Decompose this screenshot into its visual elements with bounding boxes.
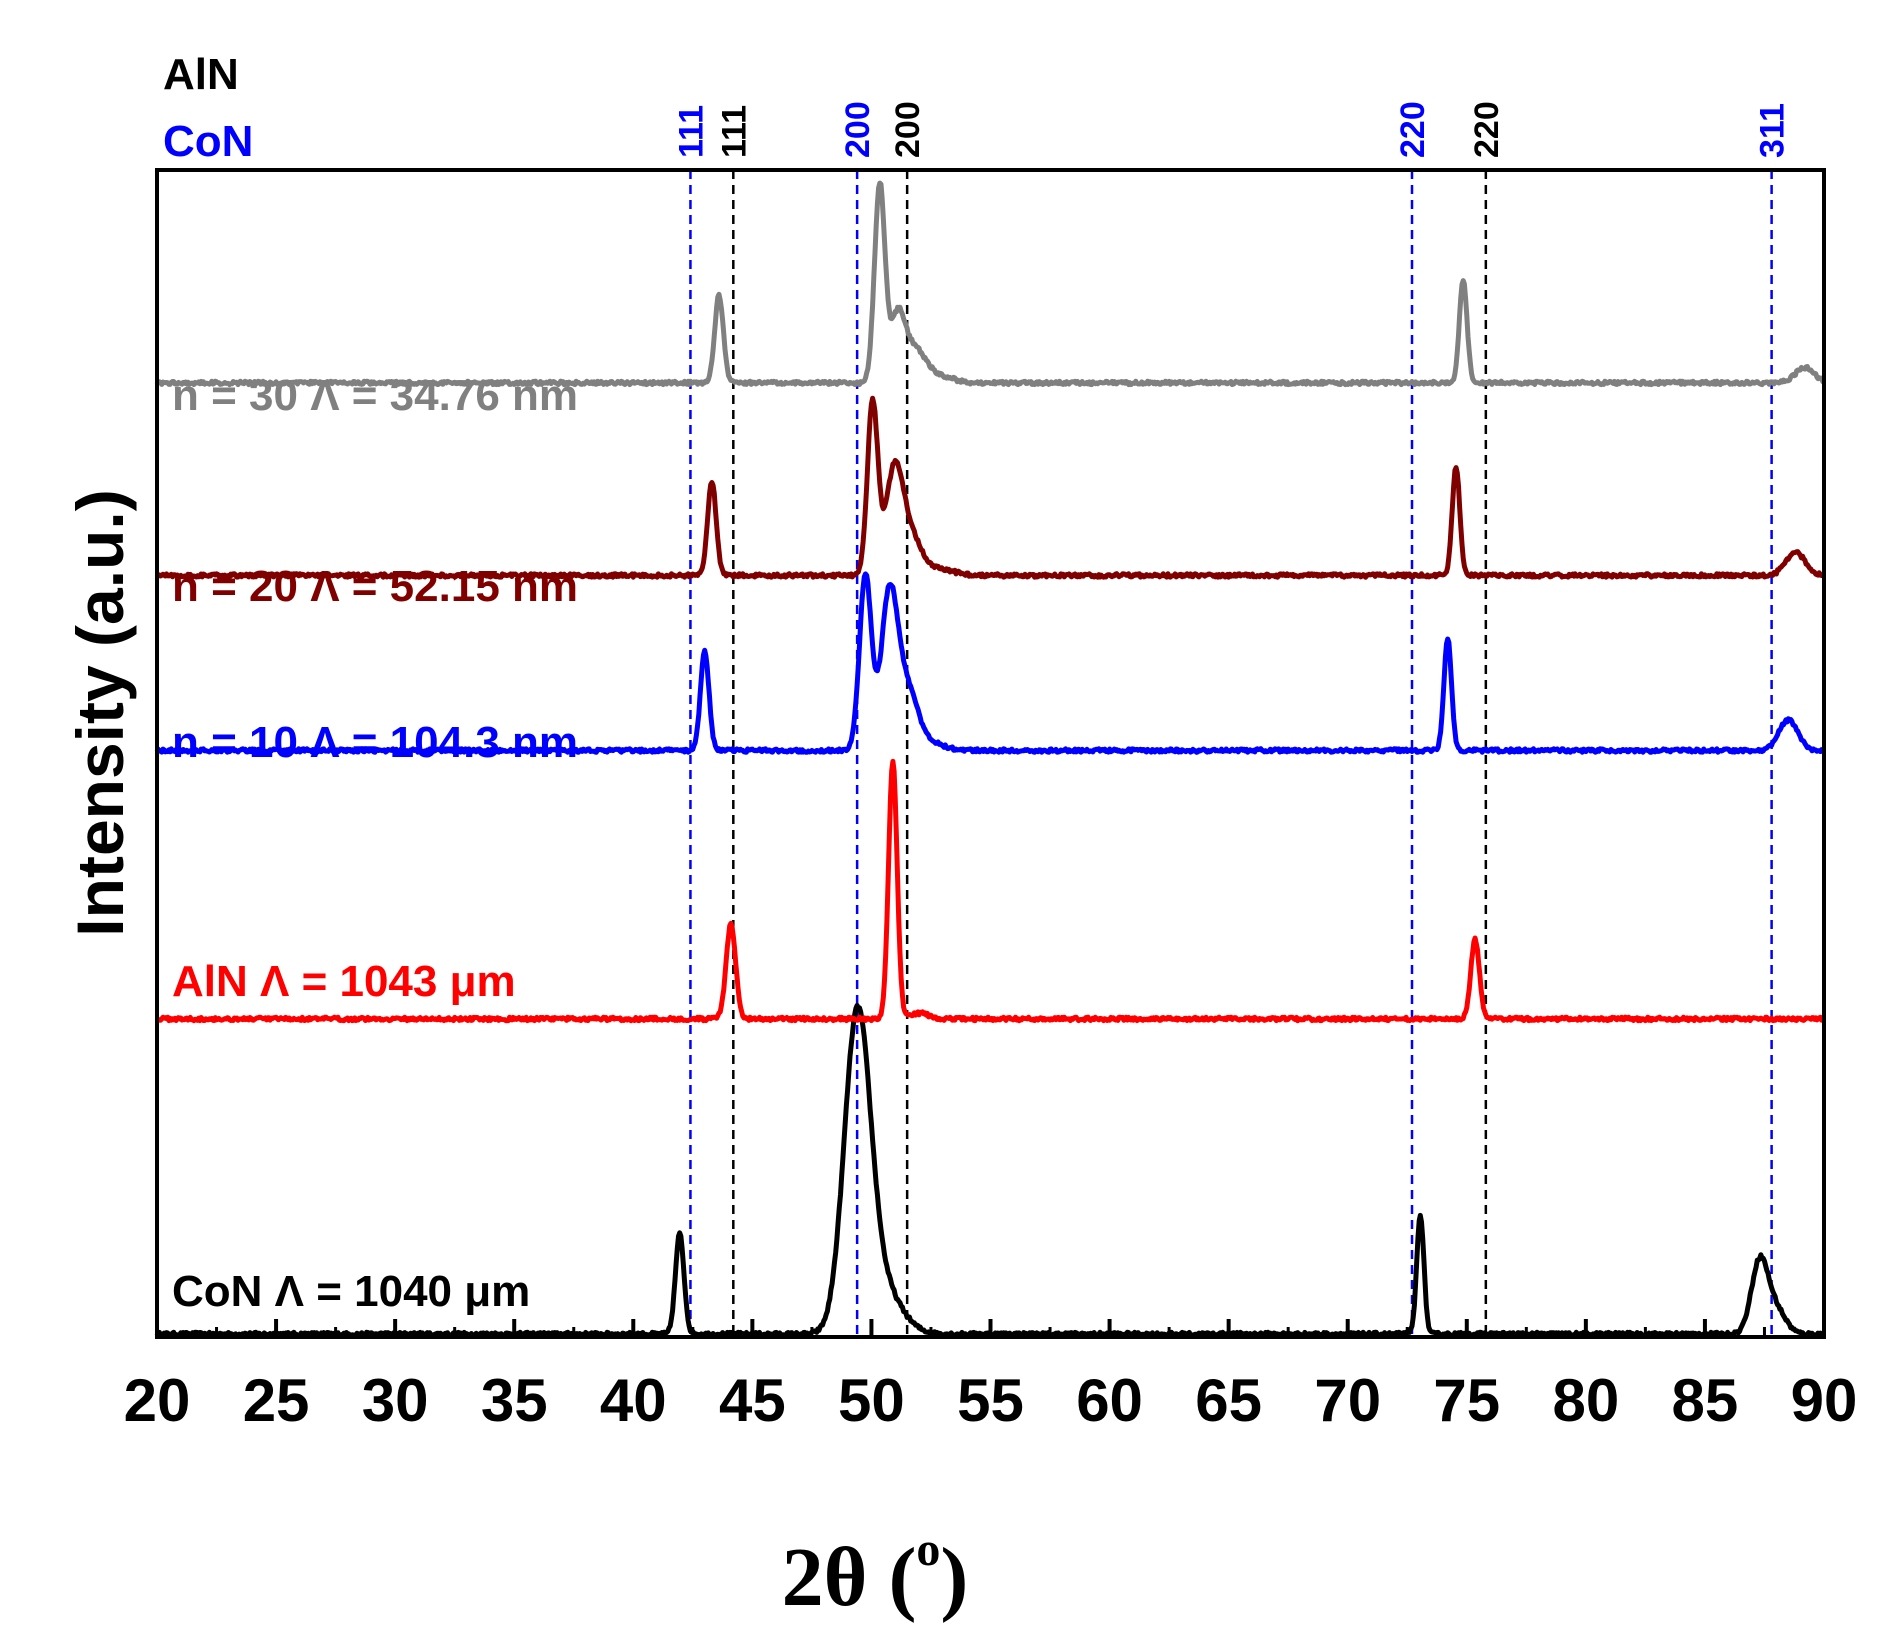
x-tick-label-40: 40 (600, 1367, 667, 1434)
series-labels: n = 30 Λ = 34.76 nm n = 20 Λ = 52.15 nm … (172, 371, 578, 1316)
x-tick-label-90: 90 (1791, 1367, 1858, 1434)
legend-aln: AlN (163, 50, 239, 99)
x-tick-label-45: 45 (719, 1367, 786, 1434)
reference-labels: 111 111 200 200 220 220 311 (672, 101, 1791, 158)
ref-label-aln-111: 111 (715, 105, 753, 158)
legend-con: CoN (163, 117, 253, 166)
label-series-aln: AlN Λ = 1043 μm (172, 957, 516, 1006)
x-tick-label-75: 75 (1433, 1367, 1500, 1434)
x-tick-label-35: 35 (481, 1367, 548, 1434)
ref-label-con-111: 111 (672, 105, 710, 158)
label-series-con: CoN Λ = 1040 μm (172, 1267, 530, 1316)
x-axis-label-close: ) (940, 1531, 968, 1624)
x-tick-label-20: 20 (124, 1367, 191, 1434)
x-axis-label-main: 2θ ( (782, 1531, 917, 1624)
x-axis-ticks (155, 1319, 1826, 1337)
ref-label-con-220: 220 (1394, 101, 1432, 158)
x-tick-label-55: 55 (957, 1367, 1024, 1434)
x-tick-label-25: 25 (243, 1367, 310, 1434)
series-line-2 (154, 571, 1826, 755)
label-series-n30: n = 30 Λ = 34.76 nm (172, 371, 578, 420)
x-tick-label-85: 85 (1672, 1367, 1739, 1434)
x-tick-label-80: 80 (1552, 1367, 1619, 1434)
y-axis-label: Intensity (a.u.) (63, 489, 137, 936)
x-axis-label: 2θ (o) (782, 1523, 969, 1624)
series-line-3 (155, 395, 1826, 580)
x-tick-label-70: 70 (1314, 1367, 1381, 1434)
x-tick-label-50: 50 (838, 1367, 905, 1434)
label-series-n10: n = 10 Λ = 104.3 nm (172, 718, 578, 767)
label-series-n20: n = 20 Λ = 52.15 nm (172, 562, 578, 611)
x-tick-label-30: 30 (362, 1367, 429, 1434)
ref-label-con-311: 311 (1754, 103, 1792, 158)
series-line-4 (154, 180, 1826, 388)
series-line-1 (155, 758, 1827, 1024)
x-tick-label-65: 65 (1195, 1367, 1262, 1434)
x-axis-tick-labels: 20 25 30 35 40 45 50 55 60 65 70 75 80 85 90 (124, 1367, 1858, 1434)
x-axis-label-degree: o (916, 1523, 940, 1576)
x-tick-label-60: 60 (1076, 1367, 1143, 1434)
ref-label-con-200: 200 (839, 101, 877, 158)
ref-label-aln-220: 220 (1468, 101, 1506, 158)
ref-label-aln-200: 200 (889, 101, 927, 158)
